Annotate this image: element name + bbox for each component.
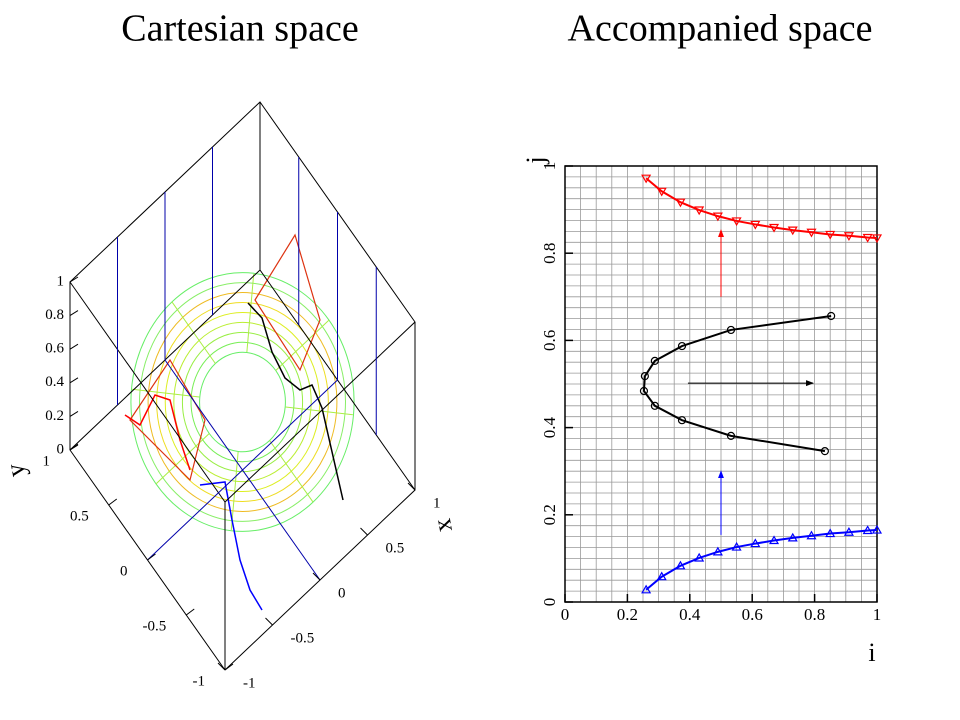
frame-line: [147, 379, 338, 561]
marker: [750, 220, 761, 230]
x-tick-label: 0: [338, 585, 346, 601]
marker: [677, 416, 687, 425]
marker: [731, 217, 742, 227]
x-tick: [265, 617, 273, 626]
z-tick-label: 0.2: [45, 408, 64, 424]
marker: [769, 223, 780, 233]
x-tick-label: 0.8: [804, 605, 825, 624]
marker: [825, 230, 836, 240]
surface-curve: [247, 302, 344, 501]
y-tick-label: 0.4: [540, 416, 559, 438]
x-tick: [360, 527, 368, 536]
marker: [820, 447, 829, 456]
marker: [731, 541, 742, 551]
marker: [677, 341, 687, 351]
marker: [827, 311, 836, 321]
marker: [787, 226, 798, 236]
surface-curve: [124, 394, 191, 471]
surface-peak: [129, 233, 321, 482]
marker: [843, 527, 854, 536]
x-tick-label: 0.2: [617, 605, 638, 624]
x-tick-label: -0.5: [291, 630, 315, 646]
y-tick-label: 0: [120, 563, 128, 579]
y-tick: [224, 663, 234, 671]
marker: [787, 532, 798, 542]
marker: [712, 546, 723, 556]
marker: [675, 198, 686, 208]
marker: [871, 234, 883, 244]
marker: [675, 560, 686, 570]
marker: [640, 372, 649, 381]
y-axis-label: y: [0, 462, 31, 480]
y-tick-label: 0.6: [540, 330, 559, 351]
right-title: Accompanied space: [568, 8, 873, 50]
z-tick: [69, 310, 79, 317]
left-title: Cartesian space: [121, 8, 358, 50]
marker: [656, 571, 667, 581]
y-tick-label: 0.8: [540, 243, 559, 264]
y-tick-label: 0.5: [70, 508, 89, 524]
x-tick: [217, 662, 226, 671]
y-tick-label: 1: [540, 162, 559, 171]
plot-frame: [564, 165, 878, 603]
surface-curve: [199, 481, 263, 611]
x-tick-label: 1: [433, 495, 441, 511]
marker: [862, 233, 873, 243]
marker: [641, 174, 652, 184]
y-tick-label: -0.5: [143, 618, 167, 634]
z-tick-label: 0: [57, 441, 65, 457]
x-axis-label: x: [427, 517, 458, 535]
marker: [656, 187, 667, 197]
marker: [825, 528, 836, 538]
x-tick-label: 0.6: [742, 605, 763, 624]
z-tick: [69, 343, 79, 350]
marker: [871, 524, 883, 534]
series-line: [642, 314, 832, 453]
marker: [843, 232, 854, 241]
z-tick-label: 0.8: [45, 307, 64, 323]
x-tick: [407, 482, 416, 491]
x-tick-label: 0: [561, 605, 570, 624]
x-tick-label: 0.5: [386, 540, 405, 556]
y-tick-label: 0.2: [540, 504, 559, 525]
marker: [694, 552, 705, 562]
y-tick: [108, 498, 118, 506]
marker: [806, 228, 817, 238]
z-tick-label: 1: [57, 273, 65, 289]
marker: [750, 538, 761, 548]
z-tick: [69, 276, 79, 283]
y-tick: [69, 443, 79, 451]
y-tick: [147, 553, 156, 561]
surface-mesh: [86, 220, 400, 584]
frame-line: [69, 101, 416, 503]
series-line: [645, 177, 878, 239]
x-tick-label: 0.4: [679, 605, 701, 624]
marker: [650, 401, 659, 410]
z-tick-label: 0.6: [45, 341, 64, 357]
y-tick-label: -1: [193, 673, 206, 689]
z-tick: [69, 410, 79, 417]
z-tick-label: 0.4: [45, 374, 64, 390]
x-tick-label: 1: [873, 605, 882, 624]
marker: [862, 525, 873, 535]
marker: [726, 431, 736, 440]
marker: [769, 535, 780, 545]
marker: [712, 212, 723, 222]
y-axis-label: j: [521, 156, 550, 164]
marker: [639, 386, 649, 396]
x-tick: [312, 572, 321, 581]
marker: [650, 356, 659, 365]
x-tick-label: -1: [243, 675, 256, 691]
y-tick-label: 1: [43, 453, 51, 469]
x-axis-label: i: [868, 638, 875, 667]
y-tick: [185, 608, 195, 616]
series-line: [645, 529, 878, 591]
marker: [694, 206, 705, 216]
marker: [641, 584, 652, 594]
marker: [806, 530, 817, 540]
marker: [726, 325, 736, 335]
z-tick: [69, 377, 79, 384]
y-tick-label: 0: [540, 598, 559, 607]
